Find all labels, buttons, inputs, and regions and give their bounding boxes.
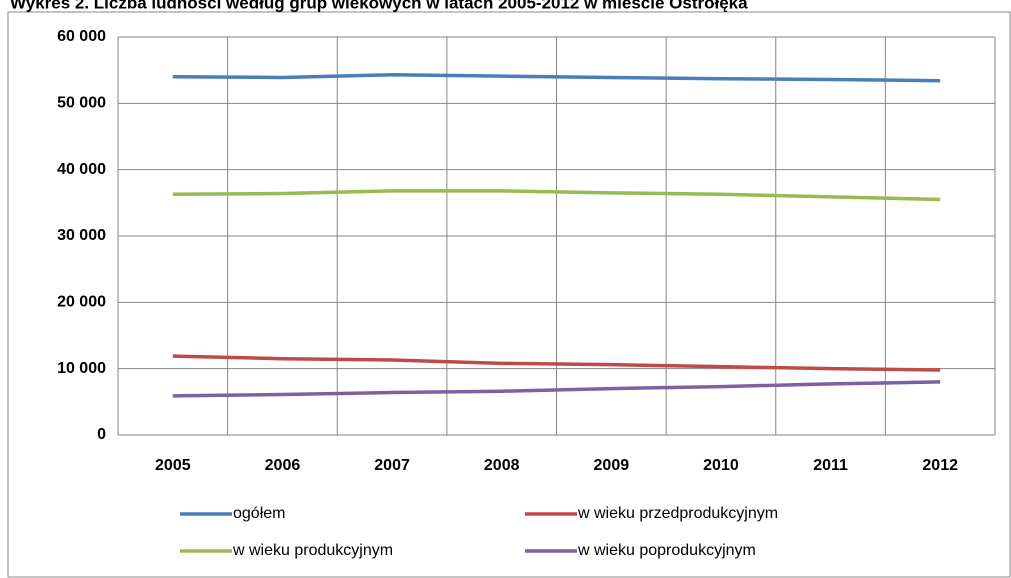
x-tick-label: 2012 <box>922 457 958 474</box>
x-tick-label: 2008 <box>484 457 520 474</box>
y-tick-label: 60 000 <box>57 28 106 45</box>
chart-title: Wykres 2. Liczba ludności według grup wi… <box>10 0 748 12</box>
x-tick-label: 2006 <box>265 457 301 474</box>
y-tick-label: 10 000 <box>57 360 106 377</box>
series-line <box>172 354 941 372</box>
x-tick-label: 2007 <box>374 457 410 474</box>
series-line <box>172 73 941 83</box>
x-tick-label: 2009 <box>594 457 630 474</box>
y-tick-label: 30 000 <box>57 227 106 244</box>
y-tick-label: 40 000 <box>57 161 106 178</box>
series-line <box>172 380 941 398</box>
y-tick-label: 0 <box>97 426 106 443</box>
series-line <box>172 189 941 202</box>
x-tick-label: 2011 <box>813 457 848 474</box>
y-tick-label: 50 000 <box>57 95 106 112</box>
legend-label: w wieku produkcyjnym <box>232 542 393 559</box>
legend-label: w wieku przedprodukcyjnym <box>577 505 778 522</box>
x-tick-label: 2010 <box>703 457 739 474</box>
chart-frame <box>7 11 1011 578</box>
legend-label: w wieku poprodukcyjnym <box>577 542 756 559</box>
legend-label: ogółem <box>233 505 285 522</box>
y-tick-label: 20 000 <box>57 294 106 311</box>
x-tick-label: 2005 <box>155 457 191 474</box>
